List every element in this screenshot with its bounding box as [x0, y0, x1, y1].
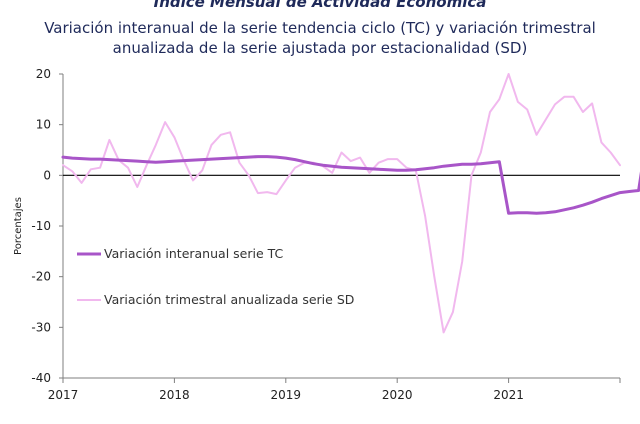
x-tick-label: 2020: [382, 388, 413, 402]
y-tick-label: -30: [31, 320, 51, 334]
chart-subtitle-line2: anualizada de la serie ajustada por esta…: [112, 39, 528, 57]
y-tick-label: 20: [36, 67, 51, 81]
x-tick-label: 2019: [271, 388, 302, 402]
y-tick-label: 0: [43, 168, 51, 182]
axes: 20 10 0 -10 -20 -30 -40 2017 2018 2019 2020 2021: [31, 67, 621, 402]
y-tick-label: 10: [36, 118, 51, 132]
series-sd: [62, 73, 621, 334]
x-tick-label: 2021: [493, 388, 524, 402]
chart-title: Índice Mensual de Actividad Económica: [153, 0, 487, 11]
legend-item-sd-label: Variación trimestral anualizada serie SD: [104, 292, 354, 307]
y-axis-label: Porcentajes: [13, 197, 24, 255]
legend: Variación interanual serie TC Variación t…: [77, 246, 354, 307]
chart-subtitle-line1: Variación interanual de la serie tendenc…: [44, 19, 596, 37]
series-line-sd: [62, 73, 621, 334]
legend-item-tc-label: Variación interanual serie TC: [104, 246, 284, 261]
series-line-tc: [61, 155, 640, 215]
x-tick-label: 2018: [159, 388, 190, 402]
x-tick-label: 2017: [48, 388, 79, 402]
series-tc: [61, 155, 640, 215]
y-tick-label: -40: [31, 371, 51, 385]
y-tick-label: -20: [31, 270, 51, 284]
y-tick-label: -10: [31, 219, 51, 233]
